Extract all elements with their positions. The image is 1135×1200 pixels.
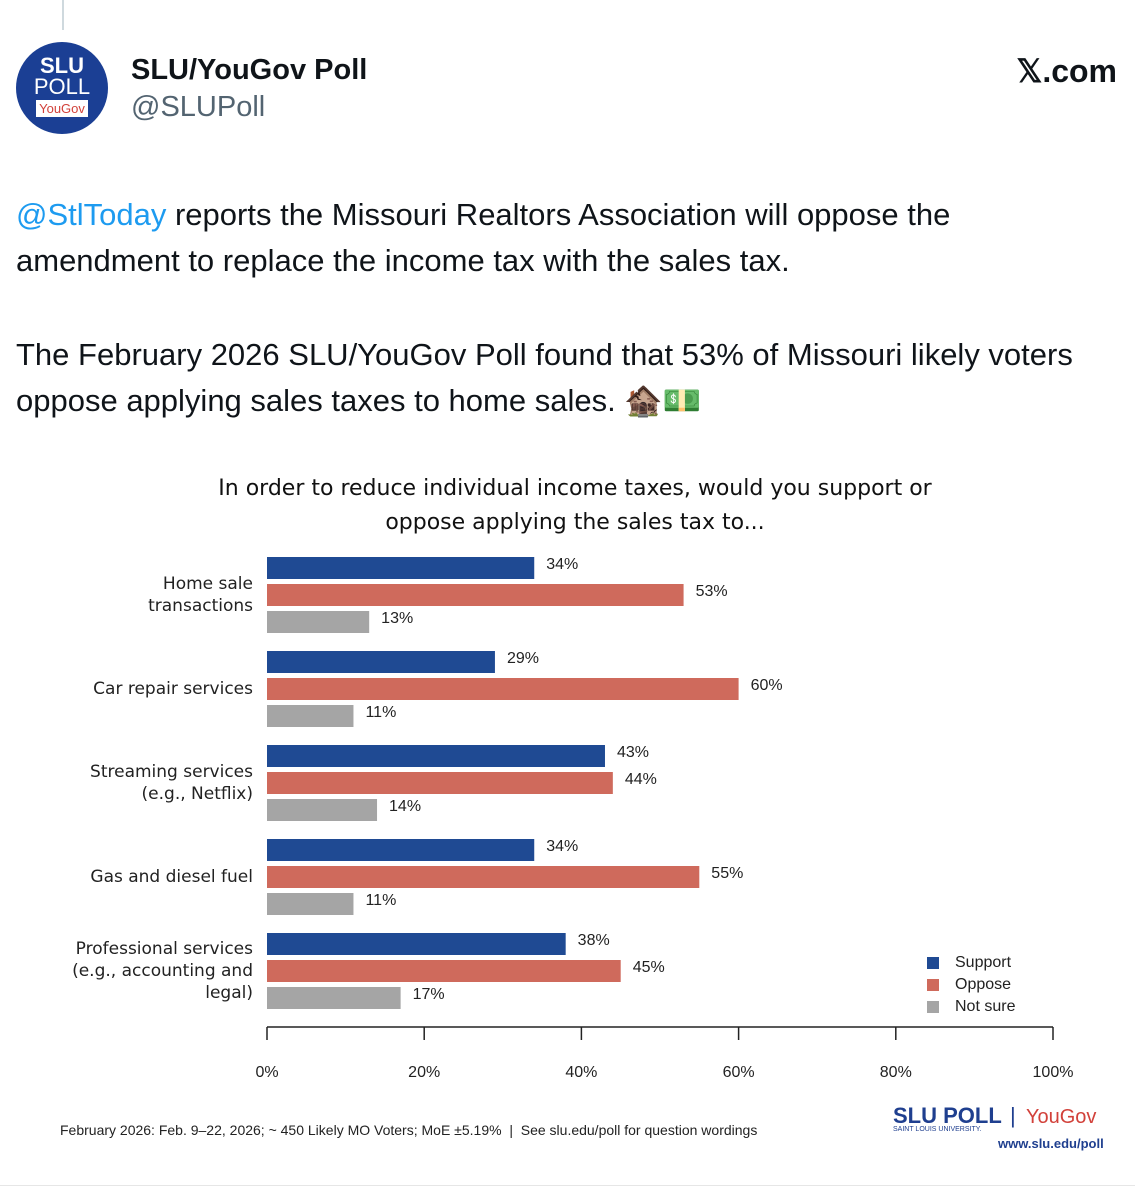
value-label: 43% xyxy=(617,744,649,761)
category-label: Professional services (e.g., accounting … xyxy=(72,939,253,1003)
category-label: Gas and diesel fuel xyxy=(90,867,253,887)
legend-swatch xyxy=(927,979,939,991)
handle[interactable]: @SLUPoll xyxy=(131,91,266,123)
bar xyxy=(267,557,535,579)
bar xyxy=(267,839,535,861)
logo-separator: | xyxy=(1010,1103,1016,1128)
bar xyxy=(267,933,566,955)
bar xyxy=(267,893,354,915)
avatar[interactable]: SLU POLL YouGov xyxy=(16,42,108,134)
category-label: Home sale transactions xyxy=(148,574,253,616)
site: 𝕏.com xyxy=(1016,53,1117,89)
value-label: 29% xyxy=(507,650,539,667)
value-label: 38% xyxy=(578,932,610,949)
x-tick-label: 0% xyxy=(255,1064,278,1081)
bar xyxy=(267,960,621,982)
text: reports the Missouri Realtors Associatio… xyxy=(16,197,951,278)
category-label: Streaming services (e.g., Netflix) xyxy=(90,762,253,804)
bar xyxy=(267,611,370,633)
avatar-text: POLL xyxy=(33,74,91,99)
divider xyxy=(0,1185,1135,1186)
category-label: Car repair services xyxy=(93,679,253,699)
value-label: 44% xyxy=(625,771,657,788)
value-label: 11% xyxy=(365,892,396,909)
value-label: 14% xyxy=(389,798,421,815)
legend-label: Support xyxy=(955,954,1012,971)
bar xyxy=(267,987,401,1009)
mention[interactable]: @StlToday xyxy=(16,197,167,232)
value-label: 13% xyxy=(381,610,413,627)
value-label: 17% xyxy=(413,986,445,1003)
bar xyxy=(267,705,354,727)
display-name[interactable]: SLU/YouGov Poll xyxy=(131,54,368,86)
legend-label: Not sure xyxy=(955,998,1016,1015)
value-label: 55% xyxy=(711,865,743,882)
x-tick-label: 100% xyxy=(1033,1064,1074,1081)
value-label: 34% xyxy=(546,838,578,855)
logo-slu: SLU POLL xyxy=(893,1103,1002,1128)
bar xyxy=(267,799,378,821)
footnote: February 2026: Feb. 9–22, 2026; ~ 450 Li… xyxy=(60,1122,758,1138)
logo-yougov: YouGov xyxy=(1026,1106,1097,1128)
legend-swatch xyxy=(927,1001,939,1013)
legend-swatch xyxy=(927,957,939,969)
value-label: 11% xyxy=(365,704,396,721)
thread-line xyxy=(62,0,64,30)
avatar-text: YouGov xyxy=(36,100,88,117)
bar xyxy=(267,651,495,673)
value-label: 60% xyxy=(751,677,783,694)
x-tick-label: 80% xyxy=(880,1064,912,1081)
logo-url: www.slu.edu/poll xyxy=(998,1136,1104,1151)
value-label: 34% xyxy=(546,556,578,573)
bar xyxy=(267,678,739,700)
tweet-text: The February 2026 SLU/YouGov Poll found … xyxy=(16,337,1073,418)
bar xyxy=(267,866,700,888)
legend-label: Oppose xyxy=(955,976,1011,993)
logo-university: SAINT LOUIS UNIVERSITY. xyxy=(893,1126,982,1133)
bar xyxy=(267,772,613,794)
tweet-text: @StlToday reports the Missouri Realtors … xyxy=(16,192,1116,284)
x-tick-label: 40% xyxy=(565,1064,597,1081)
x-tick-label: 20% xyxy=(408,1064,440,1081)
value-label: 53% xyxy=(696,583,728,600)
bar xyxy=(267,584,684,606)
chart-title: In order to reduce individual income tax… xyxy=(218,476,932,535)
avatar-text: SLU xyxy=(40,53,84,78)
value-label: 45% xyxy=(633,959,665,976)
x-tick-label: 60% xyxy=(723,1064,755,1081)
bar xyxy=(267,745,605,767)
